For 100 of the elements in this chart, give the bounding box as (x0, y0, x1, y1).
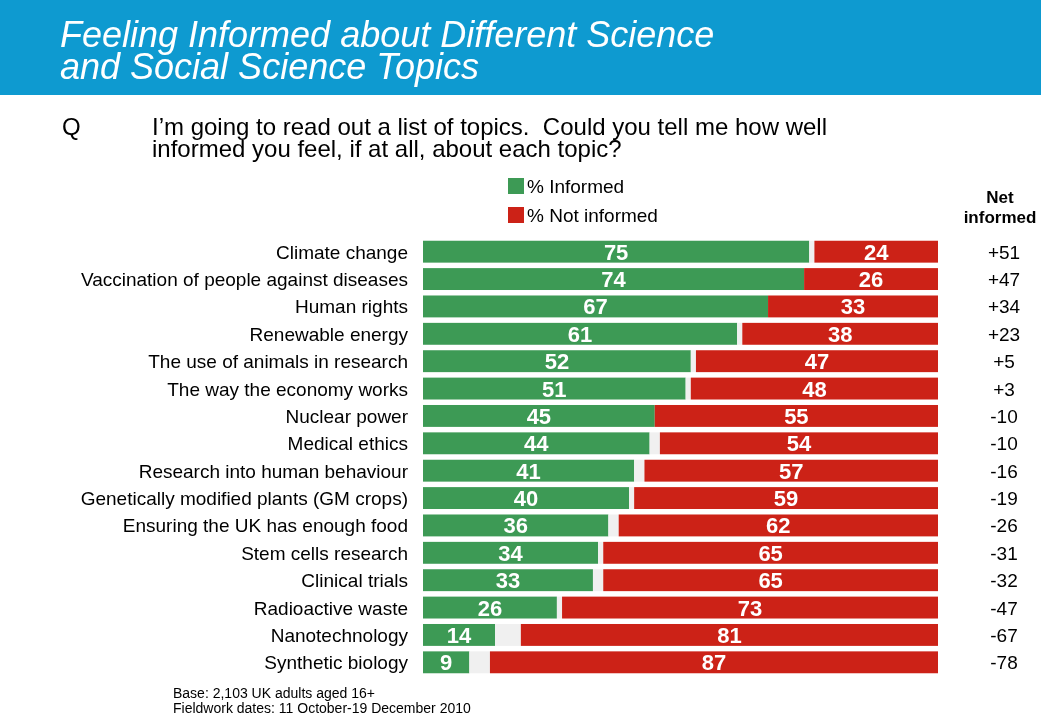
data-label: 55 (784, 403, 809, 429)
data-label: 34 (498, 540, 524, 566)
data-label: 47 (804, 349, 830, 375)
y-tick-label: Research into human behaviour (138, 460, 409, 482)
text: Fieldwork dates: 11 October-19 December 2010 (173, 700, 471, 716)
y-tick-label: Radioactive waste (253, 597, 408, 619)
data-label: 38 (827, 321, 853, 347)
data-label: 65 (758, 540, 783, 566)
bar (489, 651, 938, 674)
y-tick-label: The way the economy works (167, 378, 408, 400)
y-tick-label: Vaccination of people against diseases (80, 269, 408, 291)
y-tick-label: Renewable energy (249, 323, 409, 345)
data-label: 54 (786, 431, 812, 457)
text: -78 (990, 652, 1018, 674)
data-label: 62 (766, 513, 791, 539)
y-tick-label: Genetically modified plants (GM crops) (80, 488, 408, 510)
data-label: 36 (503, 513, 528, 539)
data-label: 24 (863, 239, 890, 265)
y-tick-label: Climate change (275, 241, 408, 263)
text: +23 (987, 323, 1021, 345)
bar (423, 487, 629, 510)
bar (618, 514, 938, 537)
bar (423, 322, 738, 345)
bar (603, 569, 938, 592)
bar (423, 377, 686, 400)
bar (469, 651, 490, 674)
data-label: 87 (701, 650, 727, 676)
data-label: 26 (858, 267, 884, 293)
text: +3 (993, 378, 1015, 400)
text: -32 (990, 570, 1018, 592)
bar (562, 596, 938, 619)
y-tick-label: Ensuring the UK has enough food (122, 515, 408, 537)
text: Q I’m going to read out a list of topics. Could you tell me how well informed you feel, if at all, about each topic? (62, 113, 827, 162)
data-label: 73 (737, 595, 763, 621)
bar (592, 569, 604, 592)
bar (634, 487, 938, 510)
bar (495, 623, 521, 646)
bar (634, 459, 645, 482)
bar (690, 350, 696, 373)
bar (423, 350, 691, 373)
data-label: 67 (583, 294, 608, 320)
legend-label: % Informed (527, 176, 625, 197)
y-tick-label: The use of animals in research (148, 351, 408, 373)
data-label: 26 (477, 595, 503, 621)
bar (685, 377, 691, 400)
y-tick-label: Stem cells research (241, 542, 408, 564)
data-label: 40 (513, 486, 539, 512)
data-label: 65 (758, 568, 783, 594)
bar (603, 541, 938, 564)
text: -67 (990, 624, 1018, 646)
data-label: 44 (524, 431, 550, 457)
bar (423, 295, 769, 318)
bar (423, 240, 810, 263)
bar (423, 432, 650, 455)
text: Net informed (963, 188, 1037, 227)
bar (629, 487, 635, 510)
bar (649, 432, 660, 455)
text: +47 (987, 269, 1021, 291)
bar (695, 350, 938, 373)
bar (423, 596, 557, 619)
text: Base: 2,103 UK adults aged 16+ (173, 685, 375, 701)
bar (423, 541, 599, 564)
data-label: 45 (526, 403, 552, 429)
text: -26 (990, 515, 1018, 537)
y-tick-label: Nuclear power (285, 405, 409, 427)
bar (598, 541, 604, 564)
text: +51 (987, 241, 1021, 263)
bar (814, 240, 938, 263)
data-label: 52 (544, 349, 570, 375)
text: +34 (987, 296, 1021, 318)
y-tick-label: Synthetic biology (264, 652, 409, 674)
bar (742, 322, 938, 345)
text: -31 (990, 542, 1018, 564)
bar (423, 459, 635, 482)
data-label: 59 (773, 486, 799, 512)
bar (809, 240, 815, 263)
bar (556, 596, 563, 619)
bar (423, 569, 593, 592)
data-label: 14 (446, 622, 473, 648)
legend-label: % Not informed (527, 205, 658, 226)
text: +5 (993, 351, 1015, 373)
y-tick-label: Nanotechnology (270, 624, 409, 646)
bar (423, 404, 655, 427)
data-label: 61 (567, 321, 593, 347)
bar (644, 459, 938, 482)
data-label: 33 (495, 568, 521, 594)
data-label: 51 (542, 376, 567, 402)
data-label: 9 (440, 650, 453, 676)
text: -47 (990, 597, 1018, 619)
text: -10 (990, 433, 1018, 455)
data-label: 48 (802, 376, 827, 402)
y-tick-label: Medical ethics (287, 433, 408, 455)
bar (690, 377, 938, 400)
bar (423, 268, 805, 291)
chart-title: Feeling Informed about Different Science and Social Science Topics (60, 14, 715, 87)
data-label: 81 (717, 622, 742, 648)
bar (423, 514, 609, 537)
text: -10 (990, 405, 1018, 427)
bar (768, 295, 938, 318)
text: -19 (990, 488, 1018, 510)
